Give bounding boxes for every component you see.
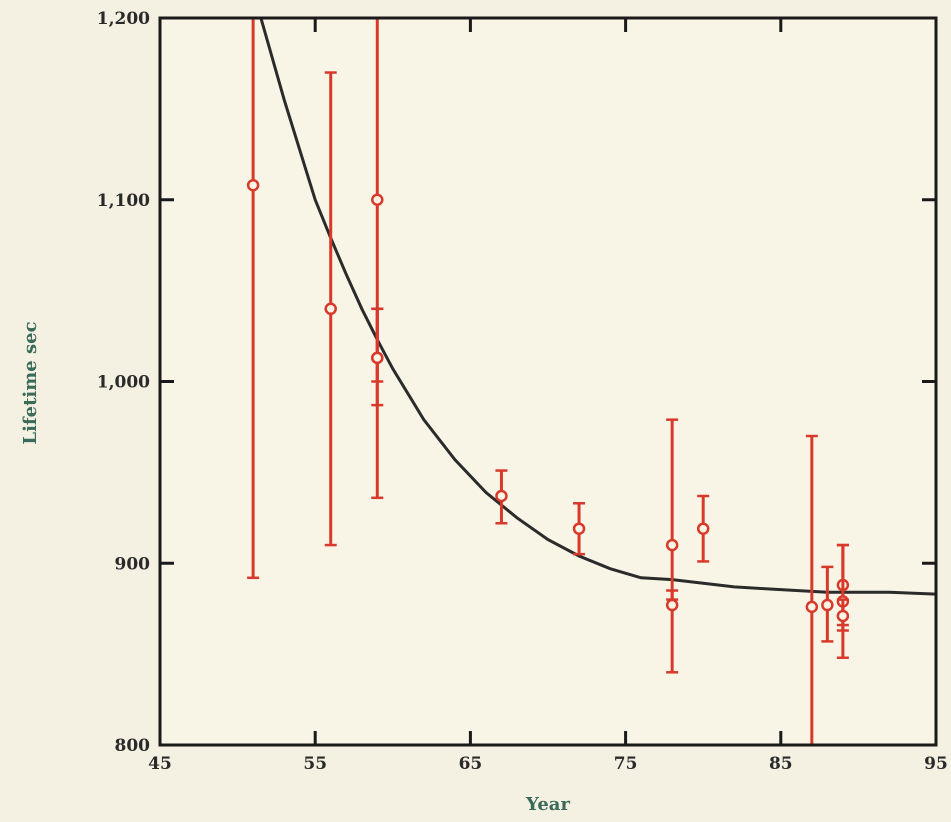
points-layer	[246, 16, 850, 747]
curve-layer	[259, 17, 937, 596]
data-point	[665, 589, 679, 674]
x-axis-title: Year	[525, 794, 570, 815]
data-point	[696, 494, 710, 563]
y-tick-label: 900	[115, 554, 151, 574]
x-tick-label: 45	[148, 754, 172, 774]
data-point	[572, 502, 586, 556]
data-point	[371, 307, 384, 500]
data-marker	[324, 302, 337, 316]
data-point	[836, 598, 850, 632]
data-marker	[371, 193, 384, 206]
data-point	[495, 469, 508, 525]
data-marker	[246, 178, 260, 192]
y-tick-label: 1,100	[97, 191, 150, 211]
x-tick-label: 95	[924, 754, 948, 774]
data-point	[324, 71, 337, 547]
fit-curve-line	[259, 17, 937, 596]
data-point	[821, 565, 834, 643]
y-axis-title: Lifetime sec	[20, 321, 41, 444]
data-marker	[495, 489, 508, 503]
data-point	[805, 434, 819, 747]
y-tick-labels: 800 900 1,000 1,100 1,200	[97, 9, 150, 756]
x-tick-labels: 45 55 65 75 85 95	[148, 754, 948, 774]
x-tick-label: 65	[459, 754, 483, 774]
data-marker	[805, 600, 819, 614]
plot-frame	[158, 16, 938, 747]
x-tick-label: 85	[769, 754, 793, 774]
data-marker	[821, 598, 834, 612]
data-marker	[371, 351, 384, 365]
data-marker	[836, 609, 850, 623]
data-marker	[665, 538, 679, 552]
y-tick-label: 800	[115, 736, 151, 756]
plot-background	[160, 18, 936, 745]
data-marker	[665, 598, 679, 612]
x-tick-label: 75	[614, 754, 638, 774]
data-point	[665, 418, 679, 601]
data-marker	[696, 522, 710, 535]
y-tick-label: 1,000	[97, 373, 150, 393]
y-tick-label: 1,200	[97, 9, 150, 29]
data-marker	[572, 522, 586, 535]
x-tick-label: 55	[303, 754, 327, 774]
